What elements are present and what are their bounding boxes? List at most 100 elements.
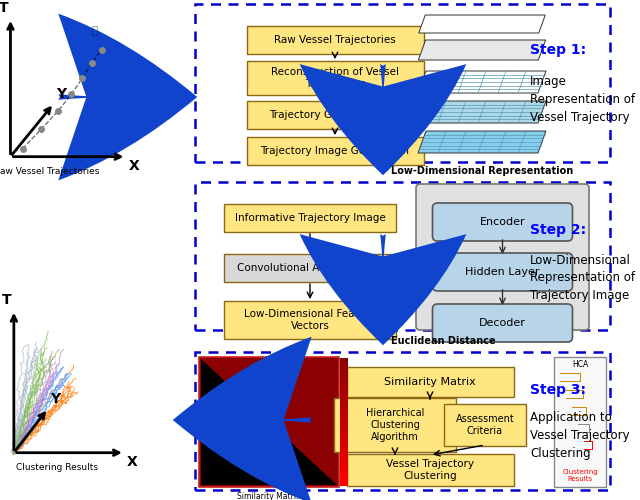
Bar (340, 399, 348, 400)
Bar (340, 454, 348, 455)
Bar (340, 456, 348, 457)
Bar (340, 391, 348, 392)
Bar (340, 377, 348, 378)
Text: X: X (127, 455, 138, 469)
Bar (340, 451, 348, 452)
Bar (340, 410, 348, 411)
Text: Application to
Vessel Trajectory
Clustering: Application to Vessel Trajectory Cluster… (530, 410, 630, 460)
Bar (340, 412, 348, 413)
Bar (340, 426, 348, 427)
Polygon shape (419, 15, 545, 33)
Bar (340, 485, 348, 486)
Bar (340, 401, 348, 402)
Text: Encoder: Encoder (480, 217, 525, 227)
Bar (340, 415, 348, 416)
Bar (340, 477, 348, 478)
Bar (340, 360, 348, 361)
Bar (340, 446, 348, 447)
Bar (340, 478, 348, 479)
Bar (340, 379, 348, 380)
Bar (340, 373, 348, 374)
Bar (340, 408, 348, 409)
Text: Image
Representation of
Vessel Trajectory: Image Representation of Vessel Trajector… (530, 76, 635, 124)
Bar (340, 435, 348, 436)
Bar (340, 369, 348, 370)
Bar (340, 462, 348, 463)
Bar (340, 407, 348, 408)
Bar (340, 481, 348, 482)
Bar (340, 461, 348, 462)
Text: Step 1:: Step 1: (530, 43, 586, 57)
Bar (340, 363, 348, 364)
Bar (340, 429, 348, 430)
Bar (340, 439, 348, 440)
Bar (340, 361, 348, 362)
Bar (195, 182, 610, 330)
Bar (340, 474, 348, 475)
FancyBboxPatch shape (199, 357, 339, 487)
Bar (340, 459, 348, 460)
FancyBboxPatch shape (246, 137, 424, 165)
FancyBboxPatch shape (224, 204, 396, 232)
Bar (340, 405, 348, 406)
Polygon shape (418, 71, 546, 93)
Bar (340, 378, 348, 379)
Bar (340, 427, 348, 428)
Bar (340, 447, 348, 448)
Bar (340, 483, 348, 484)
Text: Vessel Trajectory
Clustering: Vessel Trajectory Clustering (386, 459, 474, 481)
Bar (340, 396, 348, 397)
Bar (340, 441, 348, 442)
Bar (340, 468, 348, 469)
Bar (340, 404, 348, 405)
Bar (340, 367, 348, 368)
Bar (340, 432, 348, 433)
Bar (340, 394, 348, 395)
Bar (340, 418, 348, 419)
Bar (340, 358, 348, 359)
Text: HCA: HCA (572, 360, 588, 369)
Bar (340, 359, 348, 360)
Bar (340, 386, 348, 387)
Bar (340, 476, 348, 477)
Bar (340, 450, 348, 451)
Text: Assessment
Criteria: Assessment Criteria (456, 414, 515, 436)
Text: Similarity Matrix: Similarity Matrix (384, 377, 476, 387)
Bar (340, 417, 348, 418)
Bar (340, 467, 348, 468)
FancyBboxPatch shape (416, 184, 589, 330)
FancyBboxPatch shape (246, 101, 424, 129)
Bar (340, 364, 348, 365)
Bar (340, 449, 348, 450)
Bar (340, 480, 348, 481)
Text: Trajectory Grid Projection: Trajectory Grid Projection (269, 110, 401, 120)
Bar (340, 413, 348, 414)
Text: Similarity Matrix: Similarity Matrix (237, 492, 301, 500)
Bar (340, 414, 348, 415)
Bar (340, 425, 348, 426)
FancyBboxPatch shape (224, 301, 396, 339)
Bar (340, 457, 348, 458)
Bar (340, 471, 348, 472)
FancyBboxPatch shape (246, 26, 424, 54)
Bar (340, 484, 348, 485)
Bar (340, 416, 348, 417)
FancyBboxPatch shape (346, 454, 513, 486)
Text: Informative Trajectory Image: Informative Trajectory Image (235, 213, 385, 223)
Bar (340, 463, 348, 464)
Bar (340, 398, 348, 399)
Text: Decoder: Decoder (479, 318, 526, 328)
Bar (340, 406, 348, 407)
Bar (340, 382, 348, 383)
Text: Euclidean Distance: Euclidean Distance (391, 336, 495, 346)
FancyBboxPatch shape (444, 404, 526, 446)
Text: Convolutional Auto-Encoder: Convolutional Auto-Encoder (237, 263, 383, 273)
Bar (340, 365, 348, 366)
Bar (340, 403, 348, 404)
Polygon shape (201, 359, 337, 485)
Bar (340, 433, 348, 434)
Bar (340, 372, 348, 373)
Text: T: T (2, 294, 12, 308)
Bar (340, 445, 348, 446)
Bar (340, 370, 348, 371)
